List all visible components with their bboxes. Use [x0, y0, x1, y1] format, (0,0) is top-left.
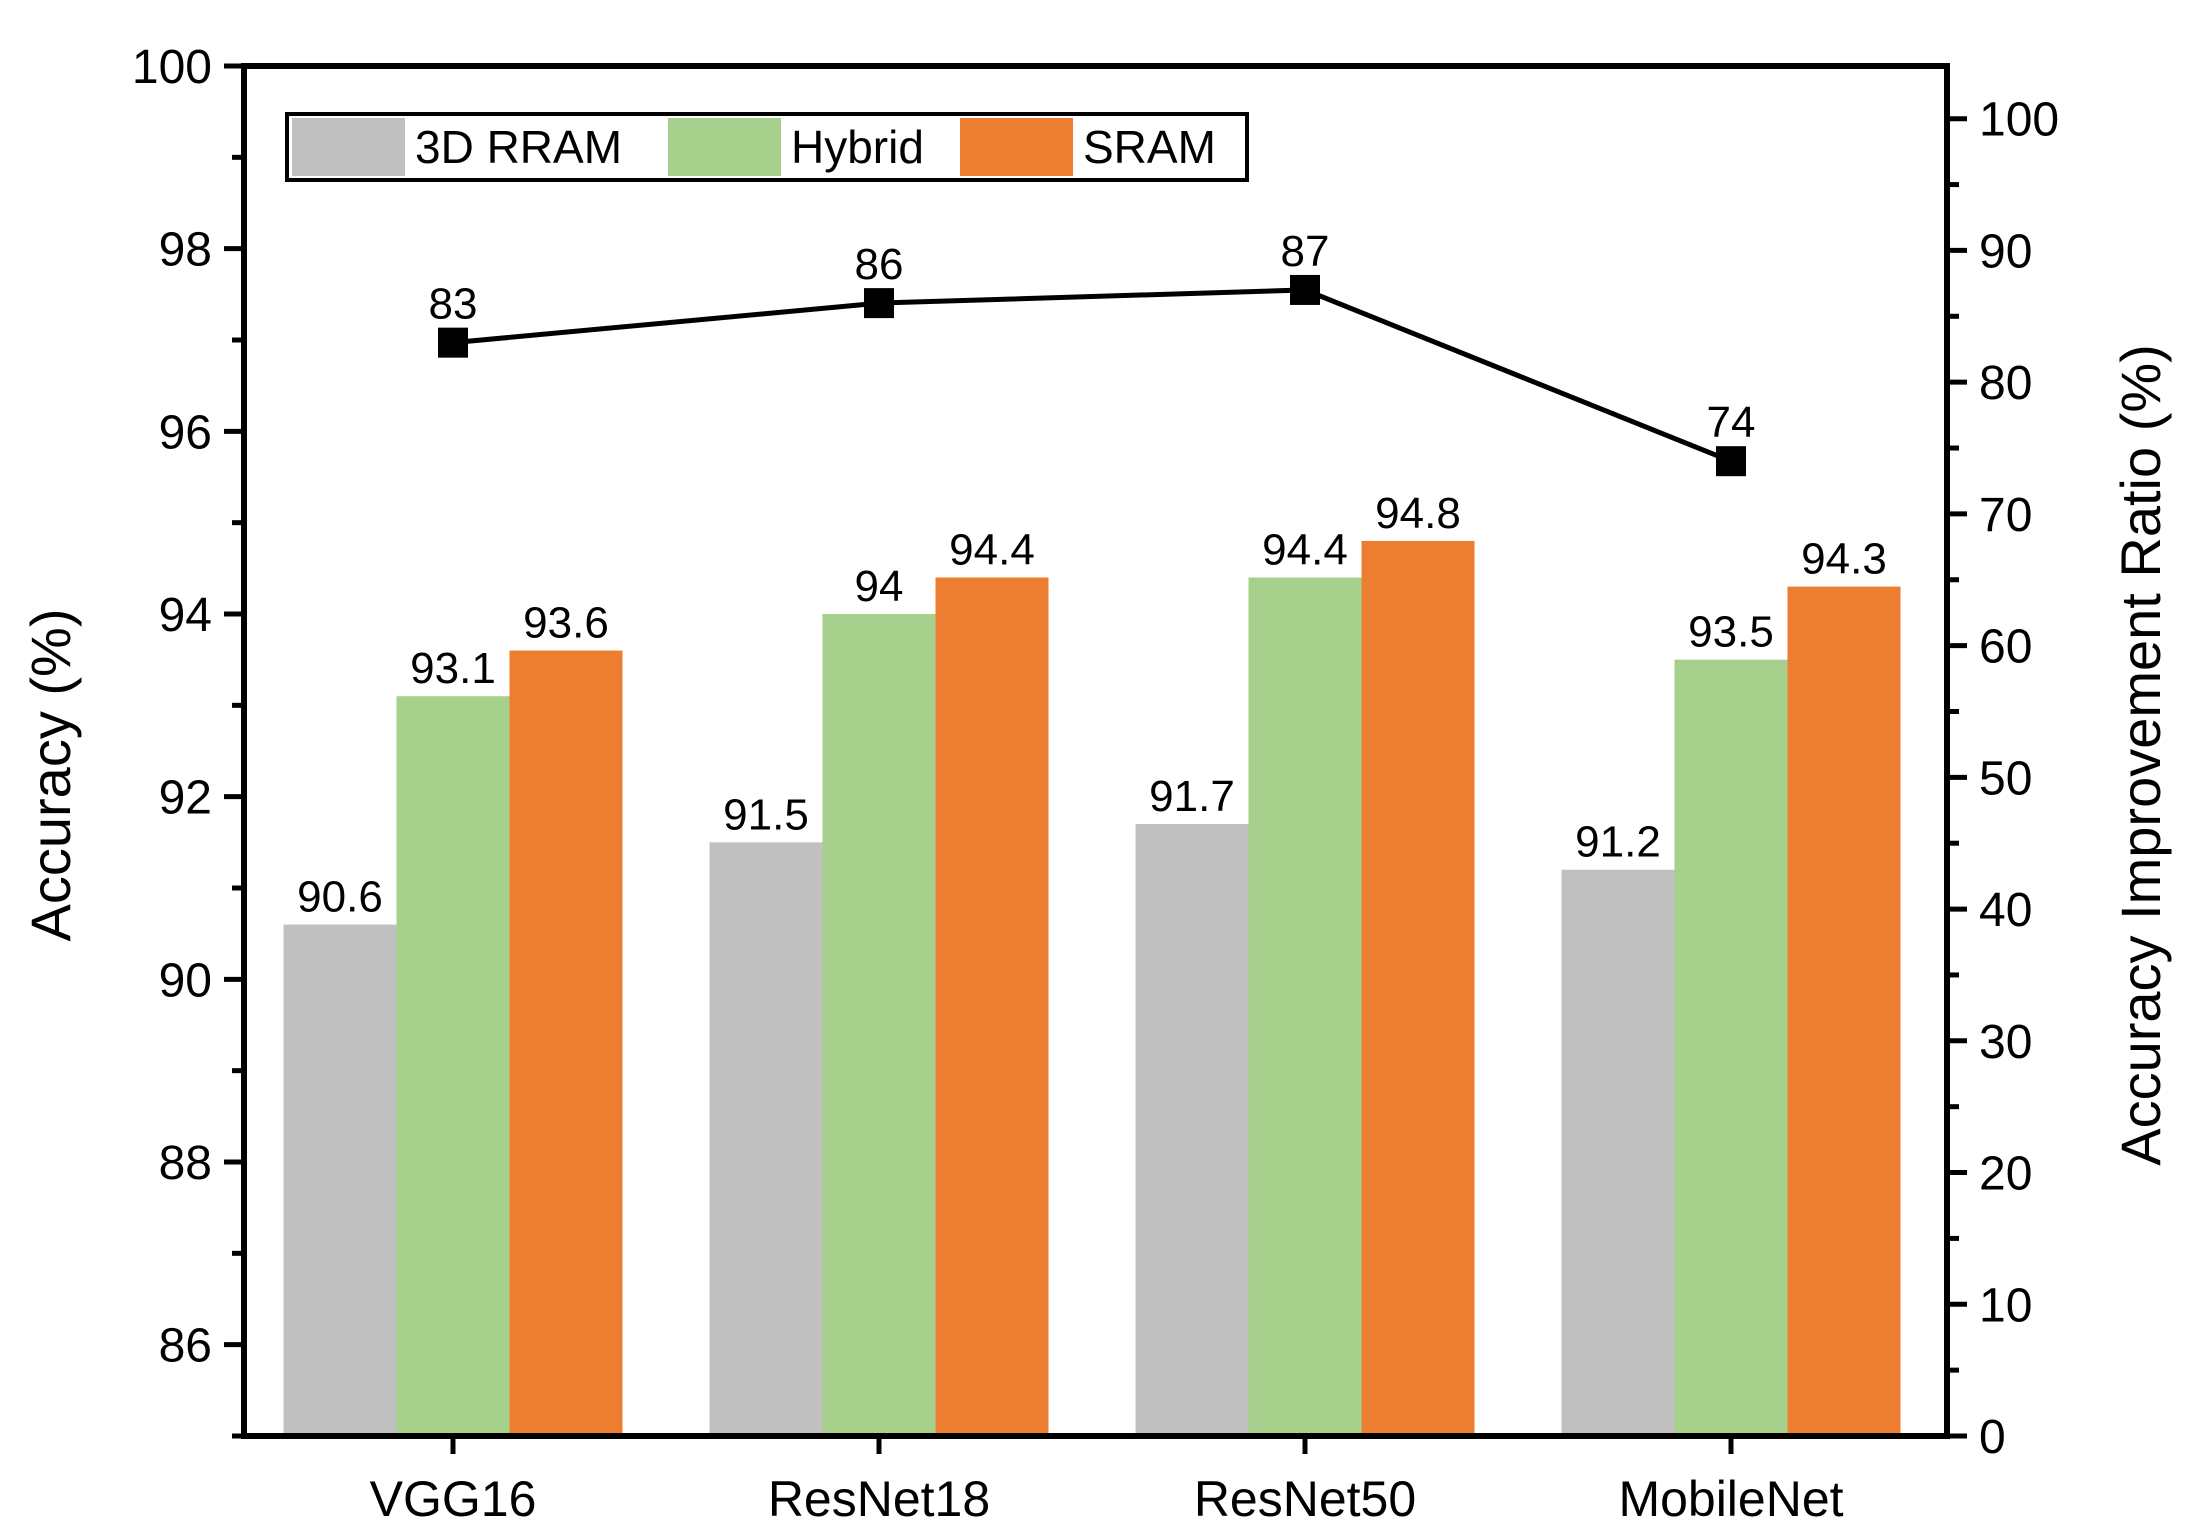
axis-ticks: 86 88 90 92 94 96 98 100 0 10 20 30 40 50 60 70 80 90 100 V…	[132, 41, 2059, 1527]
bar-sram-resnet50	[1361, 540, 1475, 1436]
legend-label-sram: SRAM	[1083, 121, 1216, 173]
y-axis-title: Accuracy (%)	[19, 609, 82, 942]
bar-sram-vgg16	[509, 650, 623, 1436]
improvement-ratio-marker	[1290, 274, 1320, 305]
y-tick-label: 86	[159, 1320, 212, 1373]
y2-tick-label: 0	[1979, 1411, 2006, 1464]
y-tick-label: 88	[159, 1137, 212, 1190]
y-tick-label: 96	[159, 406, 212, 459]
x-category-label: VGG16	[370, 1471, 537, 1527]
x-category-label: MobileNet	[1618, 1471, 1843, 1527]
bar-hybrid-resnet50	[1248, 577, 1362, 1436]
bar-value-label: 93.6	[523, 599, 609, 648]
data-labels: 90.6 91.5 91.7 91.2 93.1 94 94.4 93.5 93.6 94.4 94…	[297, 227, 1887, 922]
bar-value-label: 93.1	[410, 644, 496, 693]
improvement-ratio-label: 74	[1707, 398, 1756, 447]
bar-value-label: 91.2	[1575, 818, 1661, 867]
legend-swatch-3d-rram	[292, 118, 405, 176]
y2-tick-label: 50	[1979, 752, 2032, 805]
bar-value-label: 94.4	[1262, 525, 1348, 574]
bar-value-label: 91.5	[723, 790, 809, 839]
improvement-ratio-marker	[1716, 446, 1746, 477]
bar-3d-rram-vgg16	[283, 924, 397, 1436]
legend-swatch-sram	[960, 118, 1073, 176]
y2-tick-label: 70	[1979, 489, 2032, 542]
y2-tick-label: 40	[1979, 884, 2032, 937]
plot-frame	[241, 63, 1950, 1439]
y2-tick-label: 30	[1979, 1016, 2032, 1069]
bar-3d-rram-resnet50	[1135, 824, 1249, 1436]
legend: 3D RRAM Hybrid SRAM	[285, 112, 1249, 182]
improvement-ratio-line	[452, 287, 1732, 464]
bar-value-label: 94.3	[1801, 535, 1887, 584]
improvement-ratio-marker	[438, 327, 468, 358]
y-tick-label: 90	[159, 954, 212, 1007]
bar-hybrid-mobilenet	[1674, 659, 1788, 1436]
bars-layer	[283, 540, 1901, 1436]
improvement-ratio-label: 87	[1281, 227, 1330, 276]
y-tick-label: 98	[159, 224, 212, 277]
y2-axis-title: Accuracy Improvement Ratio (%)	[2109, 344, 2172, 1166]
y-tick-label: 94	[159, 589, 212, 642]
plot-area-border	[241, 63, 1950, 1439]
bar-value-label: 94.8	[1375, 489, 1461, 538]
bar-sram-resnet18	[935, 577, 1049, 1436]
improvement-ratio-label: 86	[855, 240, 904, 289]
bar-value-label: 91.7	[1149, 772, 1235, 821]
bar-hybrid-resnet18	[822, 614, 936, 1436]
y-tick-label: 92	[159, 772, 212, 825]
bar-value-label: 94	[855, 562, 904, 611]
y2-tick-label: 60	[1979, 621, 2032, 674]
legend-label-3d-rram: 3D RRAM	[415, 121, 622, 173]
legend-label-hybrid: Hybrid	[791, 121, 924, 173]
bar-value-label: 93.5	[1688, 608, 1774, 657]
y2-tick-label: 80	[1979, 357, 2032, 410]
y-tick-label: 100	[132, 41, 212, 94]
improvement-line-layer	[438, 274, 1746, 477]
bar-3d-rram-mobilenet	[1561, 869, 1675, 1436]
x-category-label: ResNet50	[1194, 1471, 1416, 1527]
legend-swatch-hybrid	[668, 118, 781, 176]
bar-hybrid-vgg16	[396, 696, 510, 1436]
y2-tick-label: 100	[1979, 94, 2059, 147]
bar-3d-rram-resnet18	[709, 842, 823, 1436]
x-category-label: ResNet18	[768, 1471, 990, 1527]
bar-sram-mobilenet	[1787, 586, 1901, 1436]
improvement-ratio-label: 83	[429, 280, 478, 329]
bar-value-label: 94.4	[949, 525, 1035, 574]
y2-tick-label: 90	[1979, 225, 2032, 278]
bar-value-label: 90.6	[297, 873, 383, 922]
y2-tick-label: 20	[1979, 1148, 2032, 1201]
improvement-ratio-marker	[864, 288, 894, 319]
y2-tick-label: 10	[1979, 1279, 2032, 1332]
